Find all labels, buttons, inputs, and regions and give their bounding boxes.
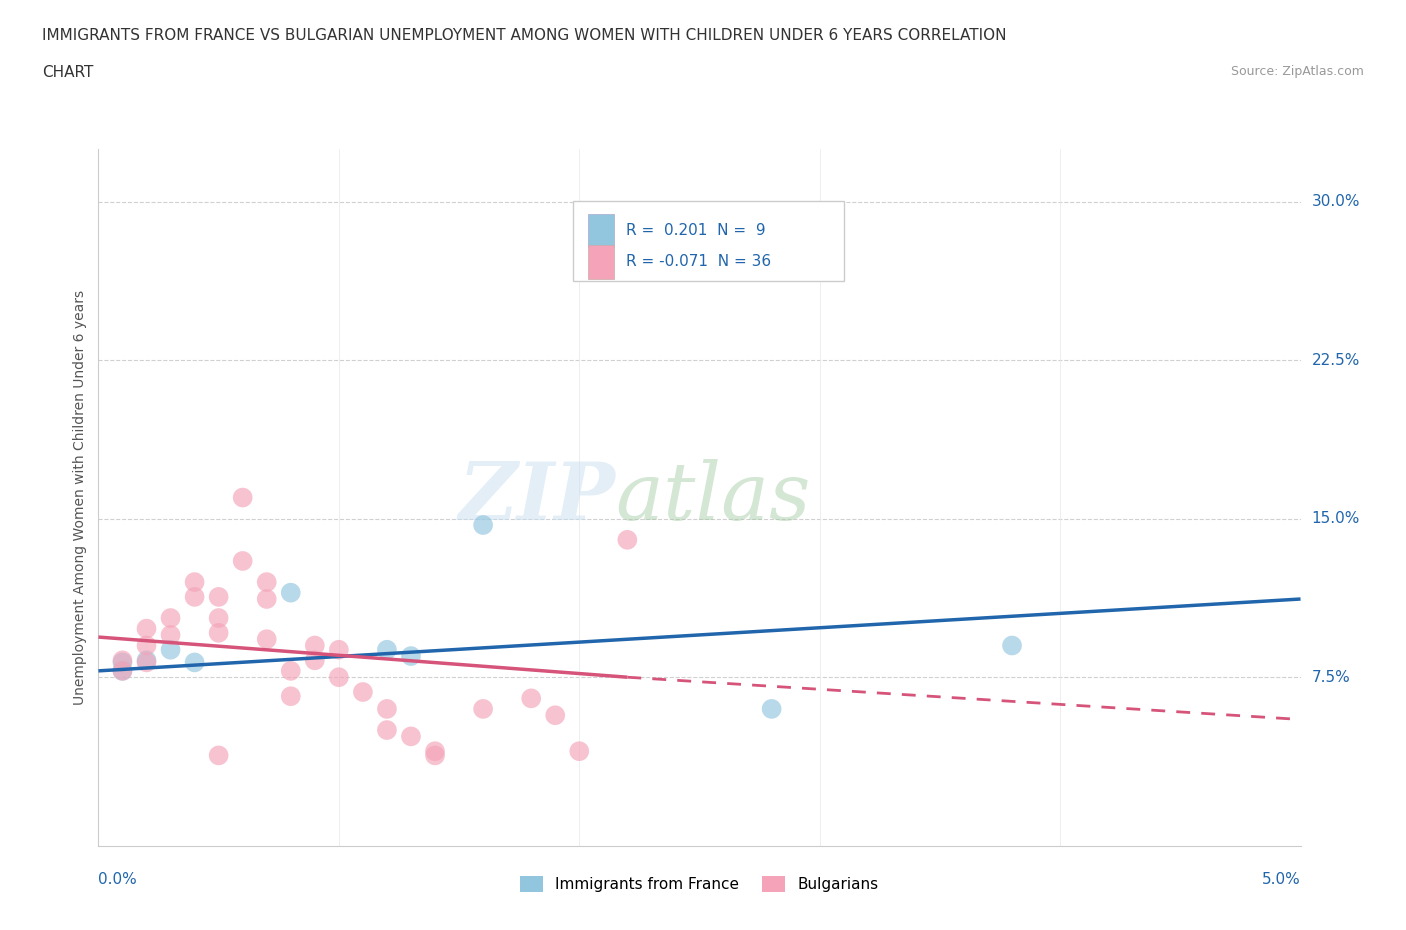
Point (135, 655, 157, 670)
Point (304, 638, 326, 653)
Legend: Immigrants from France, Bulgarians: Immigrants from France, Bulgarians (515, 870, 884, 898)
Point (111, 655, 134, 670)
Point (1001, 638, 1024, 653)
Point (472, 701, 495, 716)
Point (328, 643, 350, 658)
Point (472, 518, 495, 533)
Point (761, 205, 783, 219)
Point (375, 701, 398, 716)
Point (135, 638, 157, 653)
Point (232, 490, 254, 505)
Text: 15.0%: 15.0% (1312, 512, 1360, 526)
Point (208, 625, 231, 640)
FancyBboxPatch shape (574, 201, 844, 282)
Point (304, 653, 326, 668)
Y-axis label: Unemployment Among Women with Children Under 6 years: Unemployment Among Women with Children U… (73, 290, 87, 705)
Point (328, 670, 350, 684)
Point (352, 684, 374, 699)
Point (183, 655, 205, 670)
Point (256, 591, 278, 606)
Point (568, 744, 591, 759)
Point (423, 744, 446, 759)
Point (232, 553, 254, 568)
Text: 7.5%: 7.5% (1312, 670, 1350, 684)
Text: 30.0%: 30.0% (1312, 194, 1360, 209)
Point (544, 708, 567, 723)
Point (111, 663, 134, 678)
FancyBboxPatch shape (588, 245, 614, 279)
Point (135, 621, 157, 636)
Point (256, 575, 278, 590)
Point (375, 723, 398, 737)
Point (208, 611, 231, 626)
Point (399, 729, 422, 744)
Point (520, 691, 543, 706)
Text: CHART: CHART (42, 65, 94, 80)
Point (135, 653, 157, 668)
Text: 0.0%: 0.0% (98, 871, 138, 886)
Point (616, 532, 638, 547)
Point (208, 590, 231, 604)
Point (280, 689, 302, 704)
Point (183, 575, 205, 590)
Point (183, 590, 205, 604)
Point (159, 628, 181, 643)
Text: 22.5%: 22.5% (1312, 352, 1360, 367)
Point (159, 643, 181, 658)
Text: 5.0%: 5.0% (1261, 871, 1301, 886)
Point (111, 663, 134, 678)
Point (159, 611, 181, 626)
Text: R =  0.201  N =  9: R = 0.201 N = 9 (626, 223, 766, 238)
Point (208, 748, 231, 763)
FancyBboxPatch shape (588, 214, 614, 247)
Text: ZIP: ZIP (458, 458, 616, 537)
Point (111, 653, 134, 668)
Text: IMMIGRANTS FROM FRANCE VS BULGARIAN UNEMPLOYMENT AMONG WOMEN WITH CHILDREN UNDER: IMMIGRANTS FROM FRANCE VS BULGARIAN UNEM… (42, 28, 1007, 43)
Text: R = -0.071  N = 36: R = -0.071 N = 36 (626, 254, 772, 270)
Point (280, 663, 302, 678)
Text: atlas: atlas (616, 458, 811, 537)
Point (399, 648, 422, 663)
Point (761, 701, 783, 716)
Point (423, 748, 446, 763)
Point (375, 643, 398, 658)
Point (280, 585, 302, 600)
Text: Source: ZipAtlas.com: Source: ZipAtlas.com (1230, 65, 1364, 78)
Point (256, 631, 278, 646)
